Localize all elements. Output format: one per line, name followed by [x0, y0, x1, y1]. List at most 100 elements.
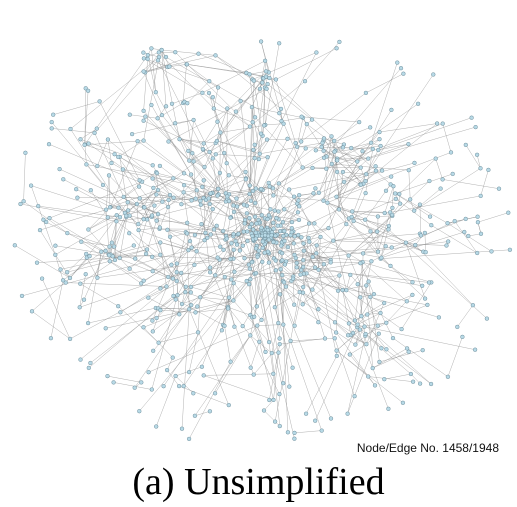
- graph-edge: [208, 198, 250, 219]
- graph-node: [401, 71, 406, 76]
- graph-node: [44, 219, 49, 225]
- graph-node: [260, 239, 265, 244]
- graph-edge: [424, 232, 426, 253]
- graph-edge: [365, 73, 404, 94]
- graph-node: [287, 187, 292, 192]
- graph-node: [507, 247, 513, 252]
- graph-node: [258, 131, 264, 136]
- graph-edge: [148, 258, 231, 298]
- graph-edge: [158, 292, 191, 343]
- graph-edge: [294, 430, 322, 434]
- graph-edge: [143, 264, 172, 281]
- graph-edge: [278, 167, 303, 184]
- graph-node: [340, 287, 345, 293]
- graph-edge: [377, 215, 393, 217]
- graph-edge: [110, 189, 159, 208]
- graph-node: [379, 168, 385, 173]
- graph-node: [358, 182, 363, 187]
- graph-node: [506, 210, 511, 215]
- graph-node: [85, 88, 91, 93]
- graph-edge: [187, 222, 215, 230]
- graph-node: [309, 117, 315, 122]
- graph-edge: [108, 216, 127, 256]
- graph-node: [158, 286, 163, 291]
- graph-node: [234, 242, 240, 247]
- graph-edge: [138, 229, 197, 252]
- graph-edge: [395, 173, 453, 194]
- graph-node: [375, 229, 380, 234]
- graph-node: [277, 336, 282, 341]
- graph-edge: [141, 172, 157, 182]
- graph-node: [375, 323, 380, 328]
- graph-node: [247, 266, 253, 271]
- graph-node: [475, 220, 481, 225]
- graph-node: [276, 181, 281, 186]
- graph-node: [199, 221, 204, 227]
- graph-node: [289, 229, 294, 235]
- graph-edge: [172, 278, 174, 296]
- graph-node: [252, 156, 257, 161]
- graph-node: [181, 183, 187, 188]
- graph-edge: [338, 209, 381, 259]
- graph-node: [165, 227, 170, 232]
- graph-edge: [257, 325, 266, 352]
- graph-node: [243, 177, 248, 182]
- graph-edge: [274, 291, 300, 308]
- graph-node: [314, 243, 319, 248]
- graph-edge: [224, 152, 263, 191]
- graph-node: [332, 320, 338, 325]
- graph-node: [149, 46, 154, 51]
- graph-edge: [283, 324, 291, 341]
- graph-edge: [253, 261, 263, 317]
- graph-edge: [168, 88, 267, 142]
- graph-edge: [157, 106, 167, 119]
- graph-node: [185, 101, 190, 106]
- graph-edge: [180, 272, 186, 293]
- graph-node: [256, 248, 261, 253]
- graph-node: [78, 357, 83, 362]
- graph-edge: [357, 314, 368, 325]
- graph-edge: [355, 329, 361, 345]
- graph-node: [167, 64, 172, 69]
- graph-node: [291, 241, 296, 246]
- graph-node: [198, 295, 203, 300]
- graph-edge: [323, 157, 369, 159]
- graph-node: [484, 316, 490, 321]
- graph-edge: [23, 152, 26, 202]
- graph-node: [434, 121, 440, 126]
- graph-edge: [457, 305, 474, 328]
- graph-edge: [248, 284, 253, 318]
- graph-node: [154, 218, 159, 223]
- graph-nodes: [12, 39, 513, 442]
- graph-node: [88, 360, 93, 366]
- graph-edge: [321, 127, 371, 148]
- graph-edge: [357, 131, 380, 162]
- graph-edge: [202, 60, 266, 94]
- graph-edge: [213, 108, 256, 204]
- graph-node: [107, 253, 112, 258]
- graph-edge: [55, 245, 136, 259]
- graph-node: [158, 240, 163, 245]
- graph-node: [86, 365, 91, 371]
- graph-edge: [86, 164, 203, 188]
- graph-edge: [183, 192, 192, 248]
- graph-node: [469, 115, 474, 120]
- graph-edge: [94, 60, 159, 134]
- graph-edge: [377, 212, 391, 252]
- graph-node: [196, 51, 201, 56]
- graph-node: [292, 234, 297, 239]
- graph-node: [191, 391, 196, 396]
- graph-edge: [231, 279, 262, 321]
- graph-edge: [279, 294, 332, 419]
- graph-edge: [183, 158, 213, 193]
- graph-edge: [158, 52, 214, 109]
- graph-node: [170, 276, 176, 281]
- graph-edge: [20, 203, 117, 222]
- graph-node: [112, 152, 117, 157]
- graph-node: [141, 56, 147, 61]
- graph-node: [340, 169, 346, 175]
- graph-node: [321, 155, 327, 160]
- graph-node: [224, 161, 229, 166]
- graph-edge: [205, 198, 228, 233]
- graph-edge: [86, 164, 104, 186]
